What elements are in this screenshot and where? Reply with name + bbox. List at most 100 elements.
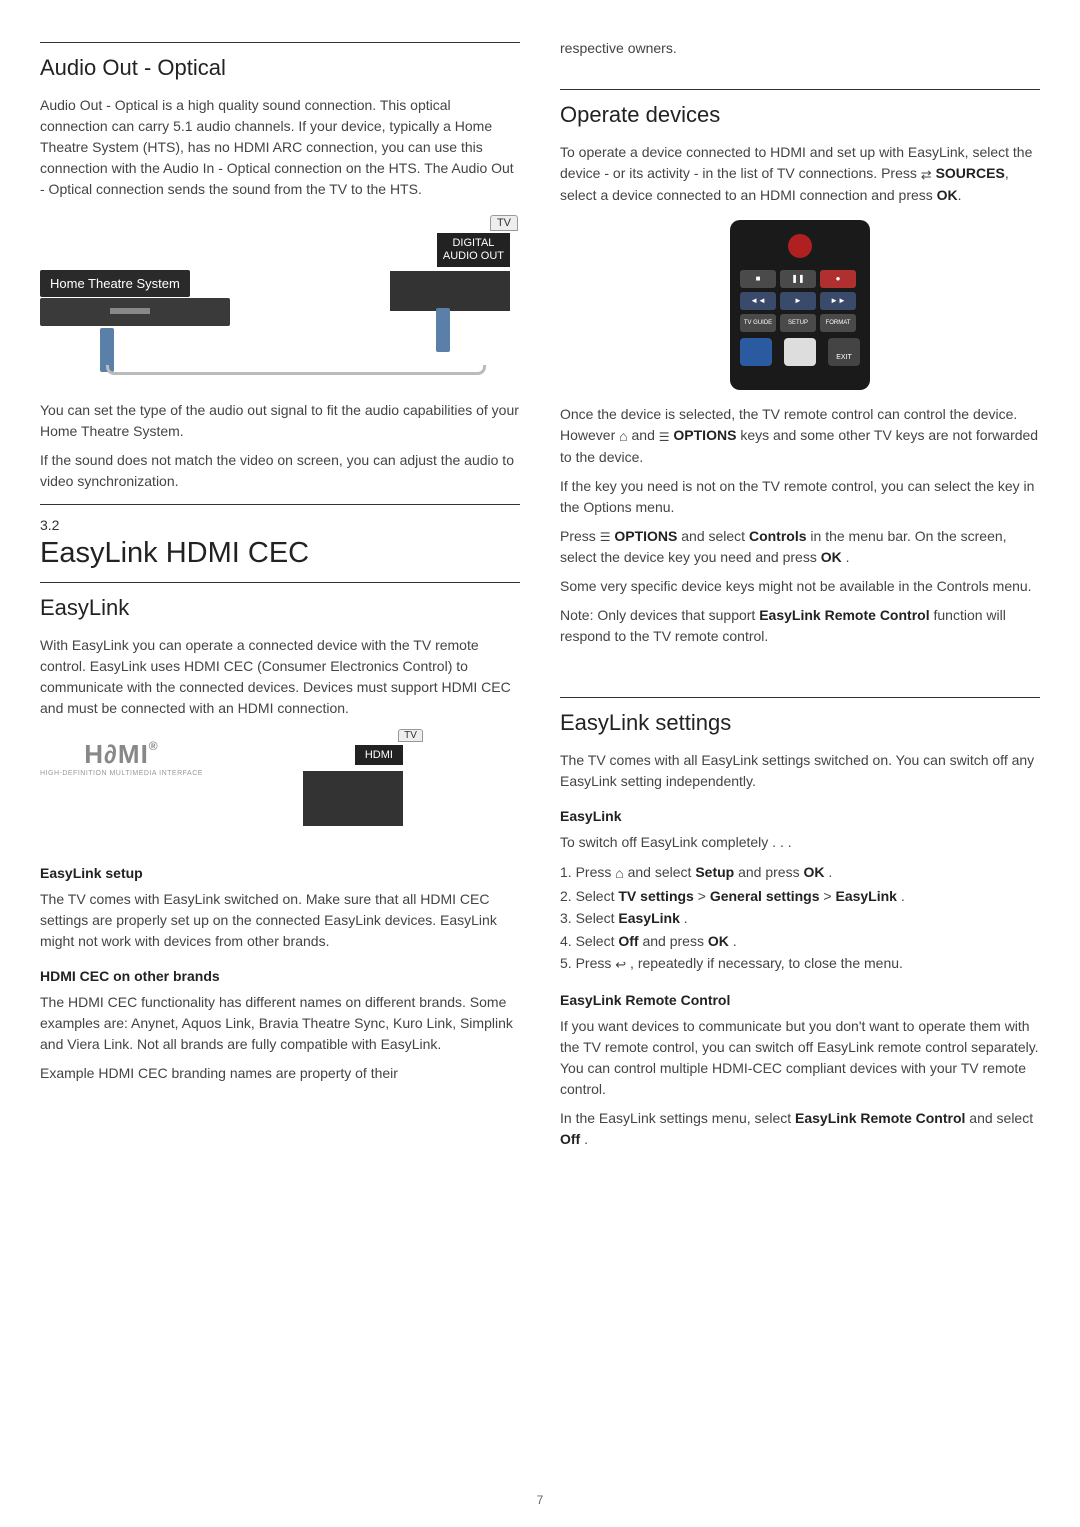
- connector-right: [436, 308, 450, 352]
- remote-sources-btn: [740, 338, 772, 366]
- tv-settings-label: TV settings: [618, 888, 693, 904]
- left-column: Audio Out - Optical Audio Out - Optical …: [40, 30, 520, 1158]
- text: and select: [628, 864, 696, 880]
- easylink-remote-label: EasyLink Remote Control: [795, 1110, 965, 1126]
- text: 2. Select: [560, 888, 618, 904]
- tv-box: TV DIGITALAUDIO OUT: [320, 215, 520, 370]
- easylink-label: EasyLink: [835, 888, 896, 904]
- operate-note: Note: Only devices that support EasyLink…: [560, 605, 1040, 647]
- chapter-title: EasyLink HDMI CEC: [40, 537, 520, 570]
- options-label: OPTIONS: [614, 528, 677, 544]
- remote-power-button: [788, 234, 812, 258]
- remote-btn: SETUP: [780, 314, 816, 332]
- digital-audio-out-label: DIGITALAUDIO OUT: [437, 233, 510, 267]
- text: .: [584, 1131, 588, 1147]
- settings-para1: The TV comes with all EasyLink settings …: [560, 750, 1040, 792]
- text: 5. Press: [560, 955, 615, 971]
- audio-out-title: Audio Out - Optical: [40, 55, 520, 81]
- sources-icon: [921, 164, 932, 185]
- sources-label: SOURCES: [936, 165, 1005, 181]
- text: >: [698, 888, 710, 904]
- step-5: 5. Press , repeatedly if necessary, to c…: [560, 952, 1040, 976]
- hdmi-cec-brands-heading: HDMI CEC on other brands: [40, 968, 520, 984]
- respective-owners: respective owners.: [560, 38, 1040, 59]
- options-icon: [600, 526, 611, 547]
- text: 1. Press: [560, 864, 615, 880]
- page-number: 7: [537, 1493, 544, 1507]
- back-icon: [615, 953, 626, 976]
- text: and: [632, 427, 659, 443]
- text: 4. Select: [560, 933, 618, 949]
- audio-out-para2: You can set the type of the audio out si…: [40, 400, 520, 442]
- text: >: [823, 888, 835, 904]
- easylink-setup-heading: EasyLink setup: [40, 865, 520, 881]
- options-icon: [659, 426, 670, 447]
- remote-btn: FORMAT: [820, 314, 856, 332]
- hts-slot: [110, 308, 150, 314]
- general-settings-label: General settings: [710, 888, 820, 904]
- operate-para4: Press OPTIONS and select Controls in the…: [560, 526, 1040, 569]
- setup-label: Setup: [695, 864, 734, 880]
- easylink-remote-label: EasyLink Remote Control: [759, 607, 929, 623]
- divider: [40, 582, 520, 583]
- remote-home-btn: [784, 338, 816, 366]
- text: and press: [642, 933, 707, 949]
- text: .: [958, 187, 962, 203]
- ok-label: OK: [821, 549, 842, 565]
- home-icon: [619, 426, 627, 447]
- tv-body: [390, 271, 510, 311]
- remote-exit-btn: EXIT: [828, 338, 860, 366]
- tv-small-label: TV: [398, 729, 423, 742]
- remote-btn: ►: [780, 292, 816, 310]
- step-4: 4. Select Off and press OK .: [560, 930, 1040, 952]
- step-1: 1. Press and select Setup and press OK .: [560, 861, 1040, 884]
- remote-control-para2: You can control multiple HDMI-CEC compli…: [560, 1058, 1040, 1100]
- remote-image: ■ ❚❚ ● ◄◄ ► ►► TV GUIDE SETUP FORMAT EXI…: [730, 220, 870, 390]
- easylink-settings-title: EasyLink settings: [560, 710, 1040, 736]
- remote-btn: ●: [820, 270, 856, 288]
- hdmi-diagram: H∂MI® HIGH-DEFINITION MULTIMEDIA INTERFA…: [40, 729, 520, 849]
- switch-off-para: To switch off EasyLink completely . . .: [560, 832, 1040, 853]
- operate-para2: Once the device is selected, the TV remo…: [560, 404, 1040, 468]
- text: .: [901, 888, 905, 904]
- easylink-sub-heading: EasyLink: [560, 808, 1040, 824]
- easylink-para1: With EasyLink you can operate a connecte…: [40, 635, 520, 719]
- remote-btn: TV GUIDE: [740, 314, 776, 332]
- remote-control-para1: If you want devices to communicate but y…: [560, 1016, 1040, 1058]
- cable: [106, 365, 486, 375]
- off-label: Off: [560, 1131, 580, 1147]
- hdmi-logo: H∂MI® HIGH-DEFINITION MULTIMEDIA INTERFA…: [40, 729, 203, 777]
- divider: [40, 42, 520, 43]
- ok-label: OK: [937, 187, 958, 203]
- divider: [560, 89, 1040, 90]
- remote-btn: ◄◄: [740, 292, 776, 310]
- ok-label: OK: [803, 864, 824, 880]
- divider: [560, 697, 1040, 698]
- remote-btn: ■: [740, 270, 776, 288]
- text: .: [828, 864, 832, 880]
- controls-label: Controls: [749, 528, 807, 544]
- hdmi-logo-subtitle: HIGH-DEFINITION MULTIMEDIA INTERFACE: [40, 770, 203, 777]
- page-columns: Audio Out - Optical Audio Out - Optical …: [40, 30, 1040, 1158]
- remote-btn: ❚❚: [780, 270, 816, 288]
- easylink-remote-heading: EasyLink Remote Control: [560, 992, 1040, 1008]
- text: 3. Select: [560, 910, 618, 926]
- ok-label: OK: [708, 933, 729, 949]
- options-label: OPTIONS: [673, 427, 736, 443]
- operate-para1: To operate a device connected to HDMI an…: [560, 142, 1040, 206]
- text: Note: Only devices that support: [560, 607, 759, 623]
- off-label: Off: [618, 933, 638, 949]
- home-icon: [615, 862, 623, 884]
- tv-small-body: [303, 771, 403, 826]
- divider: [40, 504, 520, 505]
- easylink-setup-para: The TV comes with EasyLink switched on. …: [40, 889, 520, 952]
- hdmi-logo-text: H∂MI®: [84, 739, 158, 770]
- text: and select: [969, 1110, 1033, 1126]
- text: and press: [738, 864, 803, 880]
- remote-control-para3: In the EasyLink settings menu, select Ea…: [560, 1108, 1040, 1150]
- tv-label: TV: [490, 215, 518, 231]
- operate-para5: Some very specific device keys might not…: [560, 576, 1040, 597]
- remote-btn: ►►: [820, 292, 856, 310]
- easylink-title: EasyLink: [40, 595, 520, 621]
- text: .: [846, 549, 850, 565]
